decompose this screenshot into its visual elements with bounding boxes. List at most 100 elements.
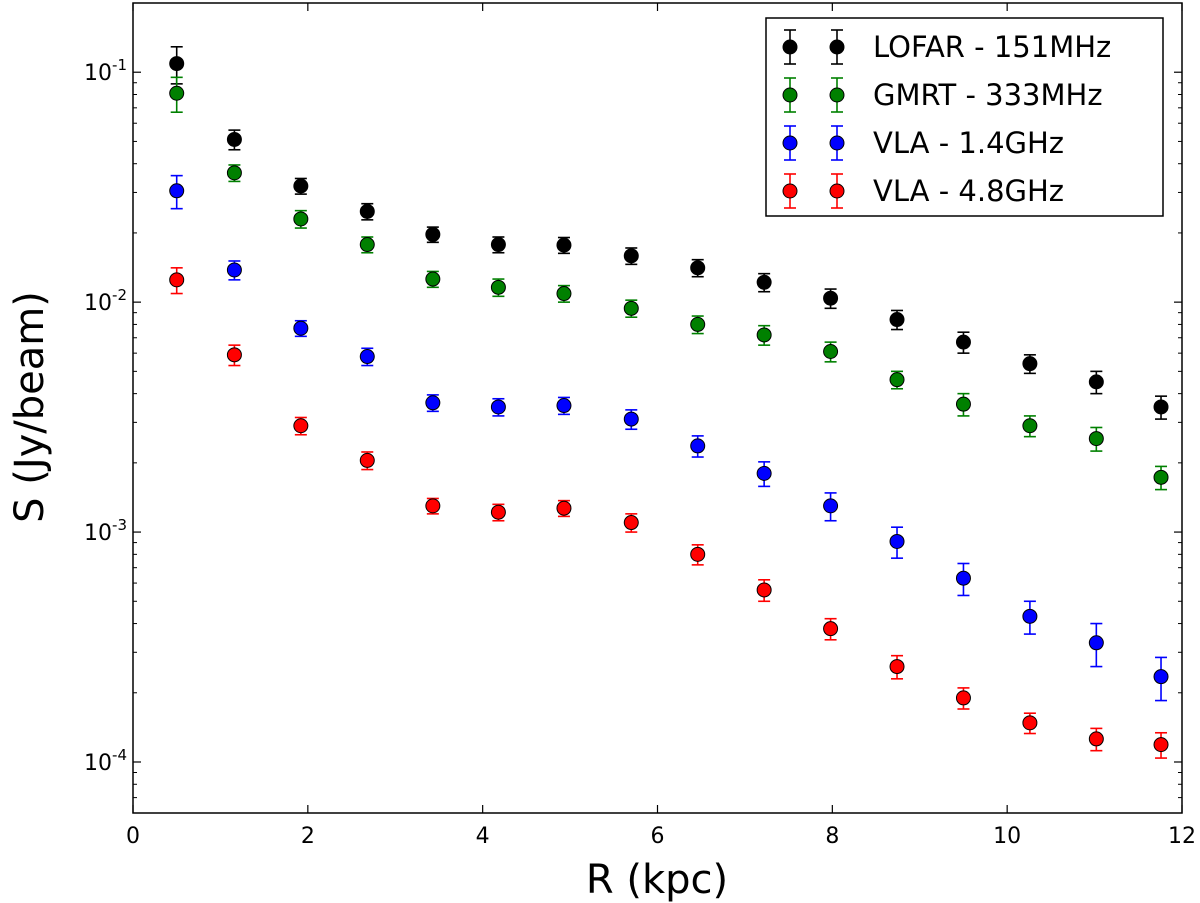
legend-item-0: LOFAR - 151MHz <box>782 29 1111 65</box>
data-point <box>169 272 185 288</box>
data-point <box>1088 374 1104 390</box>
data-point <box>756 582 772 598</box>
x-tick-label: 4 <box>476 824 490 849</box>
data-point <box>359 452 375 468</box>
data-point <box>425 226 441 242</box>
data-point <box>226 347 242 363</box>
data-point <box>623 411 639 427</box>
data-point <box>623 515 639 531</box>
data-point <box>690 260 706 276</box>
data-point <box>556 500 572 516</box>
y-tick-label: 10-4 <box>84 746 127 776</box>
legend-label: LOFAR - 151MHz <box>873 30 1111 64</box>
data-point <box>556 286 572 302</box>
data-point <box>169 183 185 199</box>
data-point <box>425 498 441 514</box>
series-2 <box>169 174 1169 702</box>
data-point <box>425 395 441 411</box>
x-tick-label: 12 <box>1168 824 1196 849</box>
legend-item-1: GMRT - 333MHz <box>782 77 1103 113</box>
data-point <box>490 237 506 253</box>
data-point <box>955 570 971 586</box>
data-point <box>955 690 971 706</box>
data-point <box>556 237 572 253</box>
data-point <box>1153 737 1169 753</box>
data-point <box>226 262 242 278</box>
data-point <box>823 343 839 359</box>
data-point <box>359 203 375 219</box>
y-tick-label: 10-2 <box>84 286 127 316</box>
data-point <box>623 248 639 264</box>
data-point <box>889 312 905 328</box>
data-point <box>690 438 706 454</box>
data-point <box>823 290 839 306</box>
data-point <box>1022 608 1038 624</box>
data-point <box>1088 731 1104 747</box>
legend-item-2: VLA - 1.4GHz <box>782 125 1064 161</box>
plot-area <box>169 45 1169 759</box>
plot-frame <box>132 2 1183 814</box>
data-point <box>623 300 639 316</box>
x-tick-label: 6 <box>651 824 665 849</box>
data-point <box>889 372 905 388</box>
data-point <box>889 659 905 675</box>
data-point <box>490 504 506 520</box>
data-point <box>425 271 441 287</box>
data-point <box>293 320 309 336</box>
x-axis: 0 2 4 6 8 10 12 <box>126 3 1196 849</box>
data-point <box>169 85 185 101</box>
data-point <box>1153 399 1169 415</box>
data-point <box>756 327 772 343</box>
data-point <box>293 178 309 194</box>
legend-marker <box>829 183 845 199</box>
legend-marker <box>829 87 845 103</box>
x-tick-label: 0 <box>126 824 140 849</box>
legend-marker <box>829 39 845 55</box>
data-point <box>490 279 506 295</box>
legend-marker <box>829 135 845 151</box>
data-point <box>1022 356 1038 372</box>
data-point <box>293 418 309 434</box>
legend: LOFAR - 151MHz GMRT - 333MHz VLA - 1.4GHz V… <box>765 17 1164 217</box>
legend-marker <box>782 135 798 151</box>
data-point <box>556 398 572 414</box>
x-tick-label: 8 <box>825 824 839 849</box>
legend-marker <box>782 39 798 55</box>
legend-label: VLA - 1.4GHz <box>873 126 1064 160</box>
data-point <box>490 399 506 415</box>
x-tick-label: 2 <box>301 824 315 849</box>
data-point <box>1153 469 1169 485</box>
legend-marker <box>782 183 798 199</box>
data-point <box>756 465 772 481</box>
legend-item-3: VLA - 4.8GHz <box>782 173 1064 209</box>
data-point <box>955 334 971 350</box>
data-point <box>690 316 706 332</box>
data-point <box>823 621 839 637</box>
data-point <box>690 546 706 562</box>
data-point <box>955 396 971 412</box>
data-point <box>169 56 185 72</box>
y-tick-label: 10-1 <box>84 56 127 86</box>
data-point <box>756 274 772 290</box>
data-point <box>226 131 242 147</box>
x-tick-label: 10 <box>993 824 1021 849</box>
y-tick-label: 10-3 <box>84 516 127 546</box>
series-0 <box>169 45 1169 420</box>
legend-marker <box>782 87 798 103</box>
data-point <box>359 349 375 365</box>
data-point <box>889 533 905 549</box>
data-point <box>359 237 375 253</box>
legend-box <box>765 17 1164 217</box>
data-point <box>226 165 242 181</box>
data-point <box>1088 635 1104 651</box>
data-point <box>1022 418 1038 434</box>
data-point <box>293 211 309 227</box>
data-point <box>1088 431 1104 447</box>
series-1 <box>169 76 1169 491</box>
legend-label: GMRT - 333MHz <box>873 78 1103 112</box>
data-point <box>1022 715 1038 731</box>
data-point <box>1153 669 1169 685</box>
series-3 <box>169 267 1169 759</box>
legend-label: VLA - 4.8GHz <box>873 174 1064 208</box>
